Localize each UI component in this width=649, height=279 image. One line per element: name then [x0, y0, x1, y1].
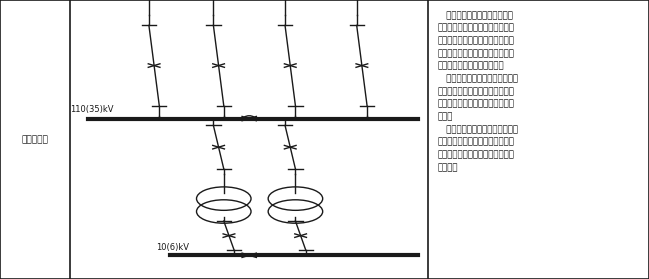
Text: 分段单母线: 分段单母线 — [21, 135, 49, 144]
Text: 优点：接线简单清晰、设备较
少、操作方便、占地少和便于扩建
和采用成套配电装置。当一段母线
发生故障，可保证正常母线不间断
供电、不致使重要负荷停电。
   缺: 优点：接线简单清晰、设备较 少、操作方便、占地少和便于扩建 和采用成套配电装置。… — [438, 11, 518, 172]
Text: 110(35)kV: 110(35)kV — [70, 105, 114, 114]
Text: 10(6)kV: 10(6)kV — [156, 243, 189, 252]
